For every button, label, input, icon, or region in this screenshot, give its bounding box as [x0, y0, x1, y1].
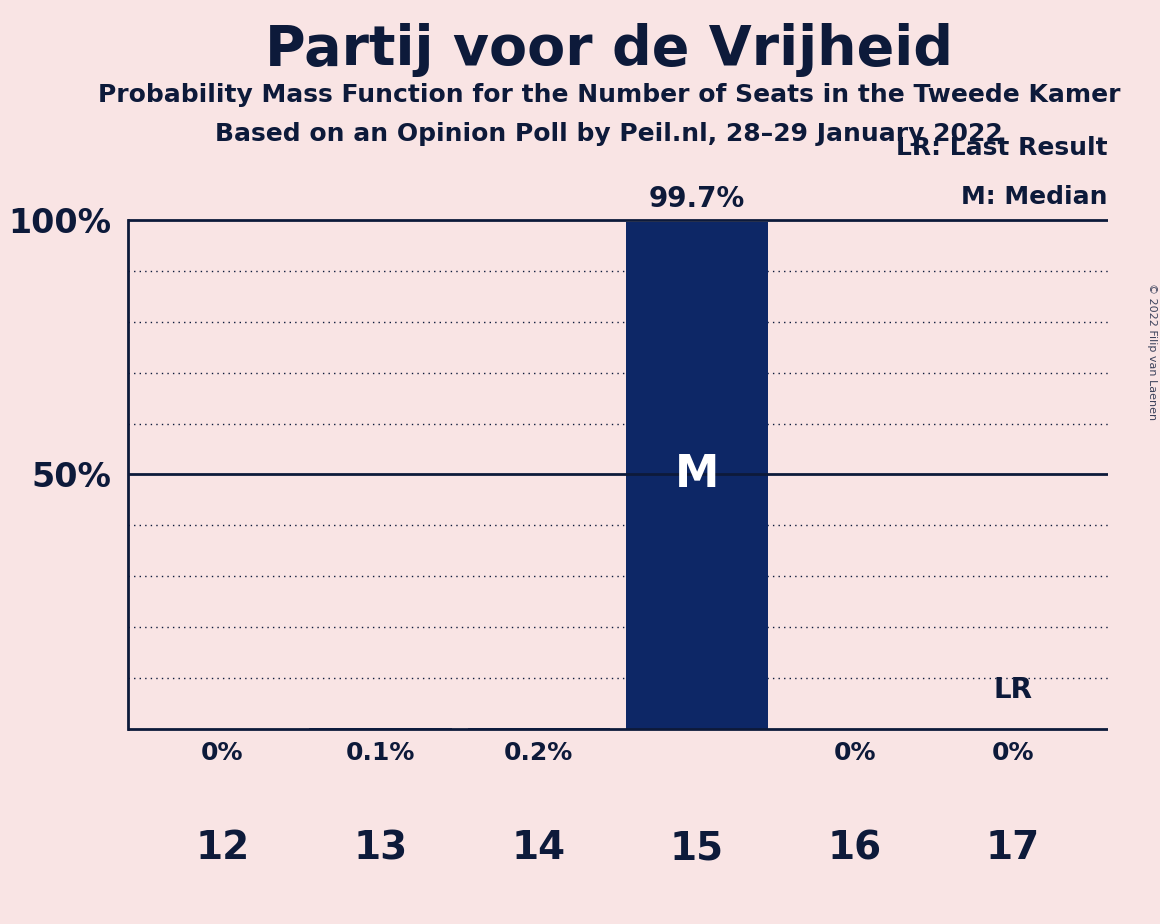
Text: 0%: 0%	[201, 741, 244, 765]
Text: Partij voor de Vrijheid: Partij voor de Vrijheid	[264, 23, 954, 77]
Bar	[625, 222, 768, 728]
Text: LR: LR	[993, 676, 1032, 704]
Text: Based on an Opinion Poll by Peil.nl, 28–29 January 2022: Based on an Opinion Poll by Peil.nl, 28–…	[215, 122, 1003, 146]
Text: 99.7%: 99.7%	[648, 185, 745, 213]
Text: Probability Mass Function for the Number of Seats in the Tweede Kamer: Probability Mass Function for the Number…	[97, 83, 1121, 107]
Text: 0.2%: 0.2%	[505, 741, 573, 765]
Text: 0%: 0%	[992, 741, 1035, 765]
Text: 0%: 0%	[834, 741, 876, 765]
Text: M: Median: M: Median	[962, 185, 1108, 209]
Text: LR: Last Result: LR: Last Result	[897, 137, 1108, 161]
Text: © 2022 Filip van Laenen: © 2022 Filip van Laenen	[1147, 283, 1157, 419]
Text: M: M	[675, 453, 719, 496]
Text: 0.1%: 0.1%	[346, 741, 415, 765]
Bar	[467, 727, 610, 728]
